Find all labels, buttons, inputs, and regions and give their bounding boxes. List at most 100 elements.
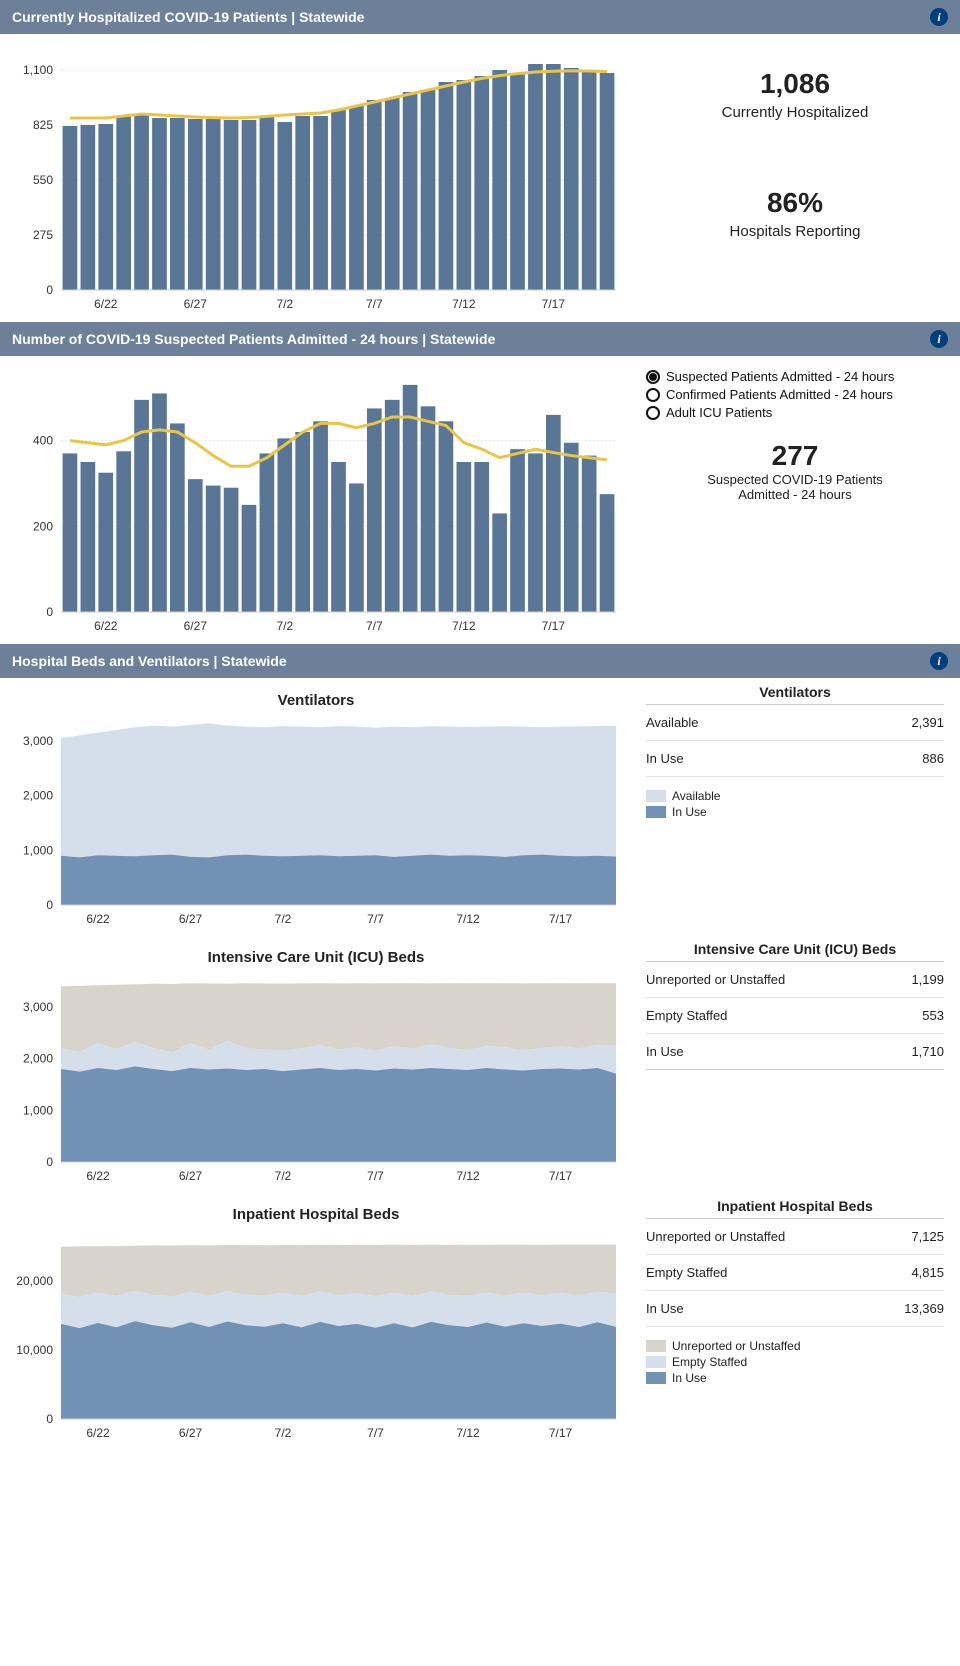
svg-text:275: 275: [33, 228, 53, 242]
svg-text:7/17: 7/17: [549, 1426, 573, 1440]
svg-text:0: 0: [46, 898, 53, 912]
svg-text:1,000: 1,000: [23, 1103, 53, 1117]
svg-text:7/17: 7/17: [542, 297, 566, 311]
panel-header: Currently Hospitalized COVID-19 Patients…: [0, 0, 960, 34]
stat-value: 1,086: [646, 68, 944, 100]
radio-option[interactable]: Suspected Patients Admitted - 24 hours: [646, 369, 944, 384]
panel-header: Hospital Beds and Ventilators | Statewid…: [0, 644, 960, 678]
radio-label: Suspected Patients Admitted - 24 hours: [666, 369, 894, 384]
info-icon[interactable]: i: [930, 652, 948, 670]
resource-title: Intensive Care Unit (ICU) Beds: [646, 941, 944, 962]
resource-value: 2,391: [911, 715, 944, 730]
radio-label: Confirmed Patients Admitted - 24 hours: [666, 387, 893, 402]
resource-value: 1,199: [911, 972, 944, 987]
svg-text:7/2: 7/2: [276, 619, 293, 633]
legend-item: Available: [646, 789, 944, 803]
legend-item: Unreported or Unstaffed: [646, 1339, 944, 1353]
legend-swatch: [646, 1372, 666, 1384]
stat-value: 277: [646, 440, 944, 472]
resource-label: Available: [646, 715, 699, 730]
legend-label: Unreported or Unstaffed: [672, 1339, 801, 1353]
resource-row: Empty Staffed4,815: [646, 1255, 944, 1291]
svg-text:7/17: 7/17: [549, 1169, 573, 1183]
legend-item: Empty Staffed: [646, 1355, 944, 1369]
svg-text:3,000: 3,000: [23, 1000, 53, 1014]
stat-suspected: 277 Suspected COVID-19 Patients Admitted…: [646, 440, 944, 502]
stat-label: Suspected COVID-19 Patients: [646, 472, 944, 487]
svg-text:7/12: 7/12: [452, 619, 476, 633]
stat-label: Admitted - 24 hours: [646, 487, 944, 502]
resource-row: Unreported or Unstaffed7,125: [646, 1219, 944, 1255]
chart-title: Intensive Care Unit (ICU) Beds: [6, 949, 626, 966]
svg-text:7/2: 7/2: [276, 297, 293, 311]
svg-text:7/2: 7/2: [275, 912, 292, 926]
radio-icon: [646, 388, 660, 402]
chart-title: Inpatient Hospital Beds: [6, 1206, 626, 1223]
svg-text:7/2: 7/2: [275, 1426, 292, 1440]
info-icon[interactable]: i: [930, 330, 948, 348]
resource-value: 13,369: [904, 1301, 944, 1316]
svg-text:6/22: 6/22: [86, 1169, 110, 1183]
radio-icon: [646, 370, 660, 384]
svg-text:7/2: 7/2: [275, 1169, 292, 1183]
chart-inpatient-hospital-beds: Inpatient Hospital Beds010,00020,0006/22…: [6, 1198, 626, 1447]
legend-label: Available: [672, 789, 720, 803]
resource-row: Available 2,391: [646, 705, 944, 741]
svg-text:7/7: 7/7: [367, 1169, 384, 1183]
svg-text:400: 400: [33, 434, 53, 448]
svg-text:7/12: 7/12: [456, 1426, 480, 1440]
radio-icon: [646, 406, 660, 420]
svg-text:7/12: 7/12: [456, 912, 480, 926]
legend-swatch: [646, 806, 666, 818]
svg-text:7/7: 7/7: [366, 297, 383, 311]
svg-text:6/22: 6/22: [86, 912, 110, 926]
resource-label: Empty Staffed: [646, 1265, 727, 1280]
resource-title: Ventilators: [646, 684, 944, 705]
svg-text:0: 0: [46, 605, 53, 619]
chart-hospitalized: 02755508251,1006/226/277/27/77/127/17: [6, 40, 626, 320]
legend: AvailableIn Use: [646, 789, 944, 819]
svg-text:0: 0: [46, 1155, 53, 1169]
legend-label: Empty Staffed: [672, 1355, 747, 1369]
resource-row: In Use 886: [646, 741, 944, 777]
legend-label: In Use: [672, 1371, 707, 1385]
svg-text:6/27: 6/27: [179, 1426, 203, 1440]
resource-value: 886: [922, 751, 944, 766]
radio-option[interactable]: Confirmed Patients Admitted - 24 hours: [646, 387, 944, 402]
svg-text:6/27: 6/27: [184, 297, 208, 311]
legend-swatch: [646, 1356, 666, 1368]
resource-label: In Use: [646, 1301, 684, 1316]
chart-ventilators: Ventilators01,0002,0003,0006/226/277/27/…: [6, 684, 626, 933]
radio-option[interactable]: Adult ICU Patients: [646, 405, 944, 420]
panel-suspected: Number of COVID-19 Suspected Patients Ad…: [0, 322, 960, 644]
svg-text:6/22: 6/22: [94, 619, 118, 633]
svg-text:6/27: 6/27: [184, 619, 208, 633]
stat-label: Currently Hospitalized: [646, 104, 944, 121]
stat-value: 86%: [646, 187, 944, 219]
svg-text:1,000: 1,000: [23, 843, 53, 857]
svg-text:7/17: 7/17: [542, 619, 566, 633]
resource-label: In Use: [646, 751, 684, 766]
svg-text:7/7: 7/7: [367, 1426, 384, 1440]
svg-text:3,000: 3,000: [23, 734, 53, 748]
info-icon[interactable]: i: [930, 8, 948, 26]
chart-intensive-care-unit-icu-beds: Intensive Care Unit (ICU) Beds 0 1,000 2,00…: [6, 941, 626, 1190]
svg-text:20,000: 20,000: [16, 1274, 53, 1288]
panel-title: Currently Hospitalized COVID-19 Patients…: [12, 9, 364, 25]
svg-text:7/17: 7/17: [549, 912, 573, 926]
resource-value: 1,710: [911, 1044, 944, 1059]
svg-text:2,000: 2,000: [23, 1052, 53, 1066]
legend-swatch: [646, 1340, 666, 1352]
resource-value: 553: [922, 1008, 944, 1023]
svg-text:0: 0: [46, 1412, 53, 1426]
stat-reporting: 86% Hospitals Reporting: [646, 187, 944, 240]
svg-text:7/12: 7/12: [452, 297, 476, 311]
svg-text:7/12: 7/12: [456, 1169, 480, 1183]
resource-row: Empty Staffed553: [646, 998, 944, 1034]
resource-row: In Use1,710: [646, 1034, 944, 1070]
panel-title: Number of COVID-19 Suspected Patients Ad…: [12, 331, 495, 347]
resource-side: Intensive Care Unit (ICU) BedsUnreported…: [626, 941, 954, 1190]
resource-row: In Use 13,369: [646, 1291, 944, 1327]
stat-label: Hospitals Reporting: [646, 223, 944, 240]
svg-text:6/27: 6/27: [179, 912, 203, 926]
